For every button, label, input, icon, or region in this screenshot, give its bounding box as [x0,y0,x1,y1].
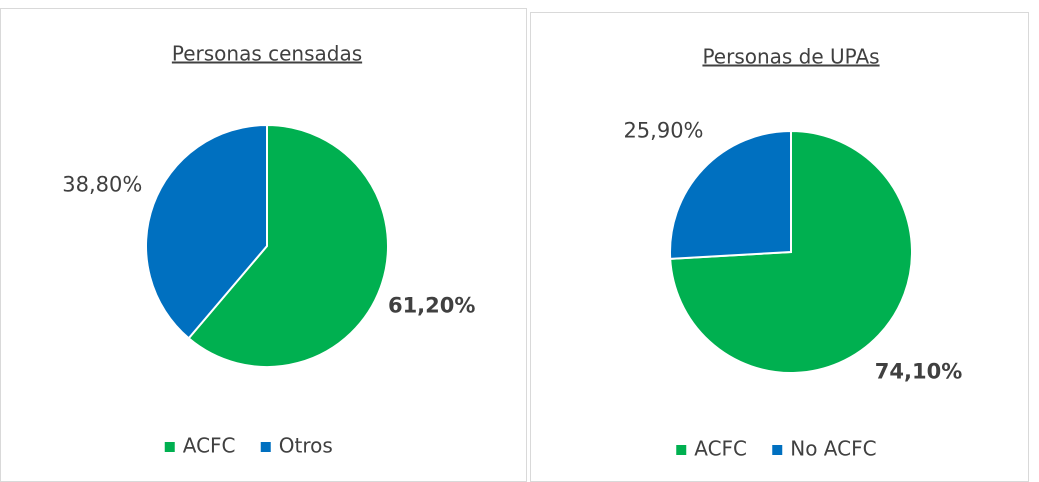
pie-slice [669,129,792,260]
legend-label: Otros [279,434,333,458]
legend-swatch [772,445,783,455]
chart-title: Personas censadas [172,42,362,66]
pie-slice [145,123,268,340]
data-label: 38,80% [62,173,142,197]
chart-title: Personas de UPAs [702,45,879,69]
legend-swatch [164,442,175,452]
data-label: 25,90% [623,118,703,142]
data-label: 74,10% [875,360,962,384]
legend-label: ACFC [183,434,236,458]
legend-swatch [260,442,271,452]
legend-label: No ACFC [790,437,876,461]
pie-slice [187,123,389,368]
data-label: 61,20% [388,293,475,317]
legend-swatch [676,445,687,455]
legend-label: ACFC [694,437,747,461]
